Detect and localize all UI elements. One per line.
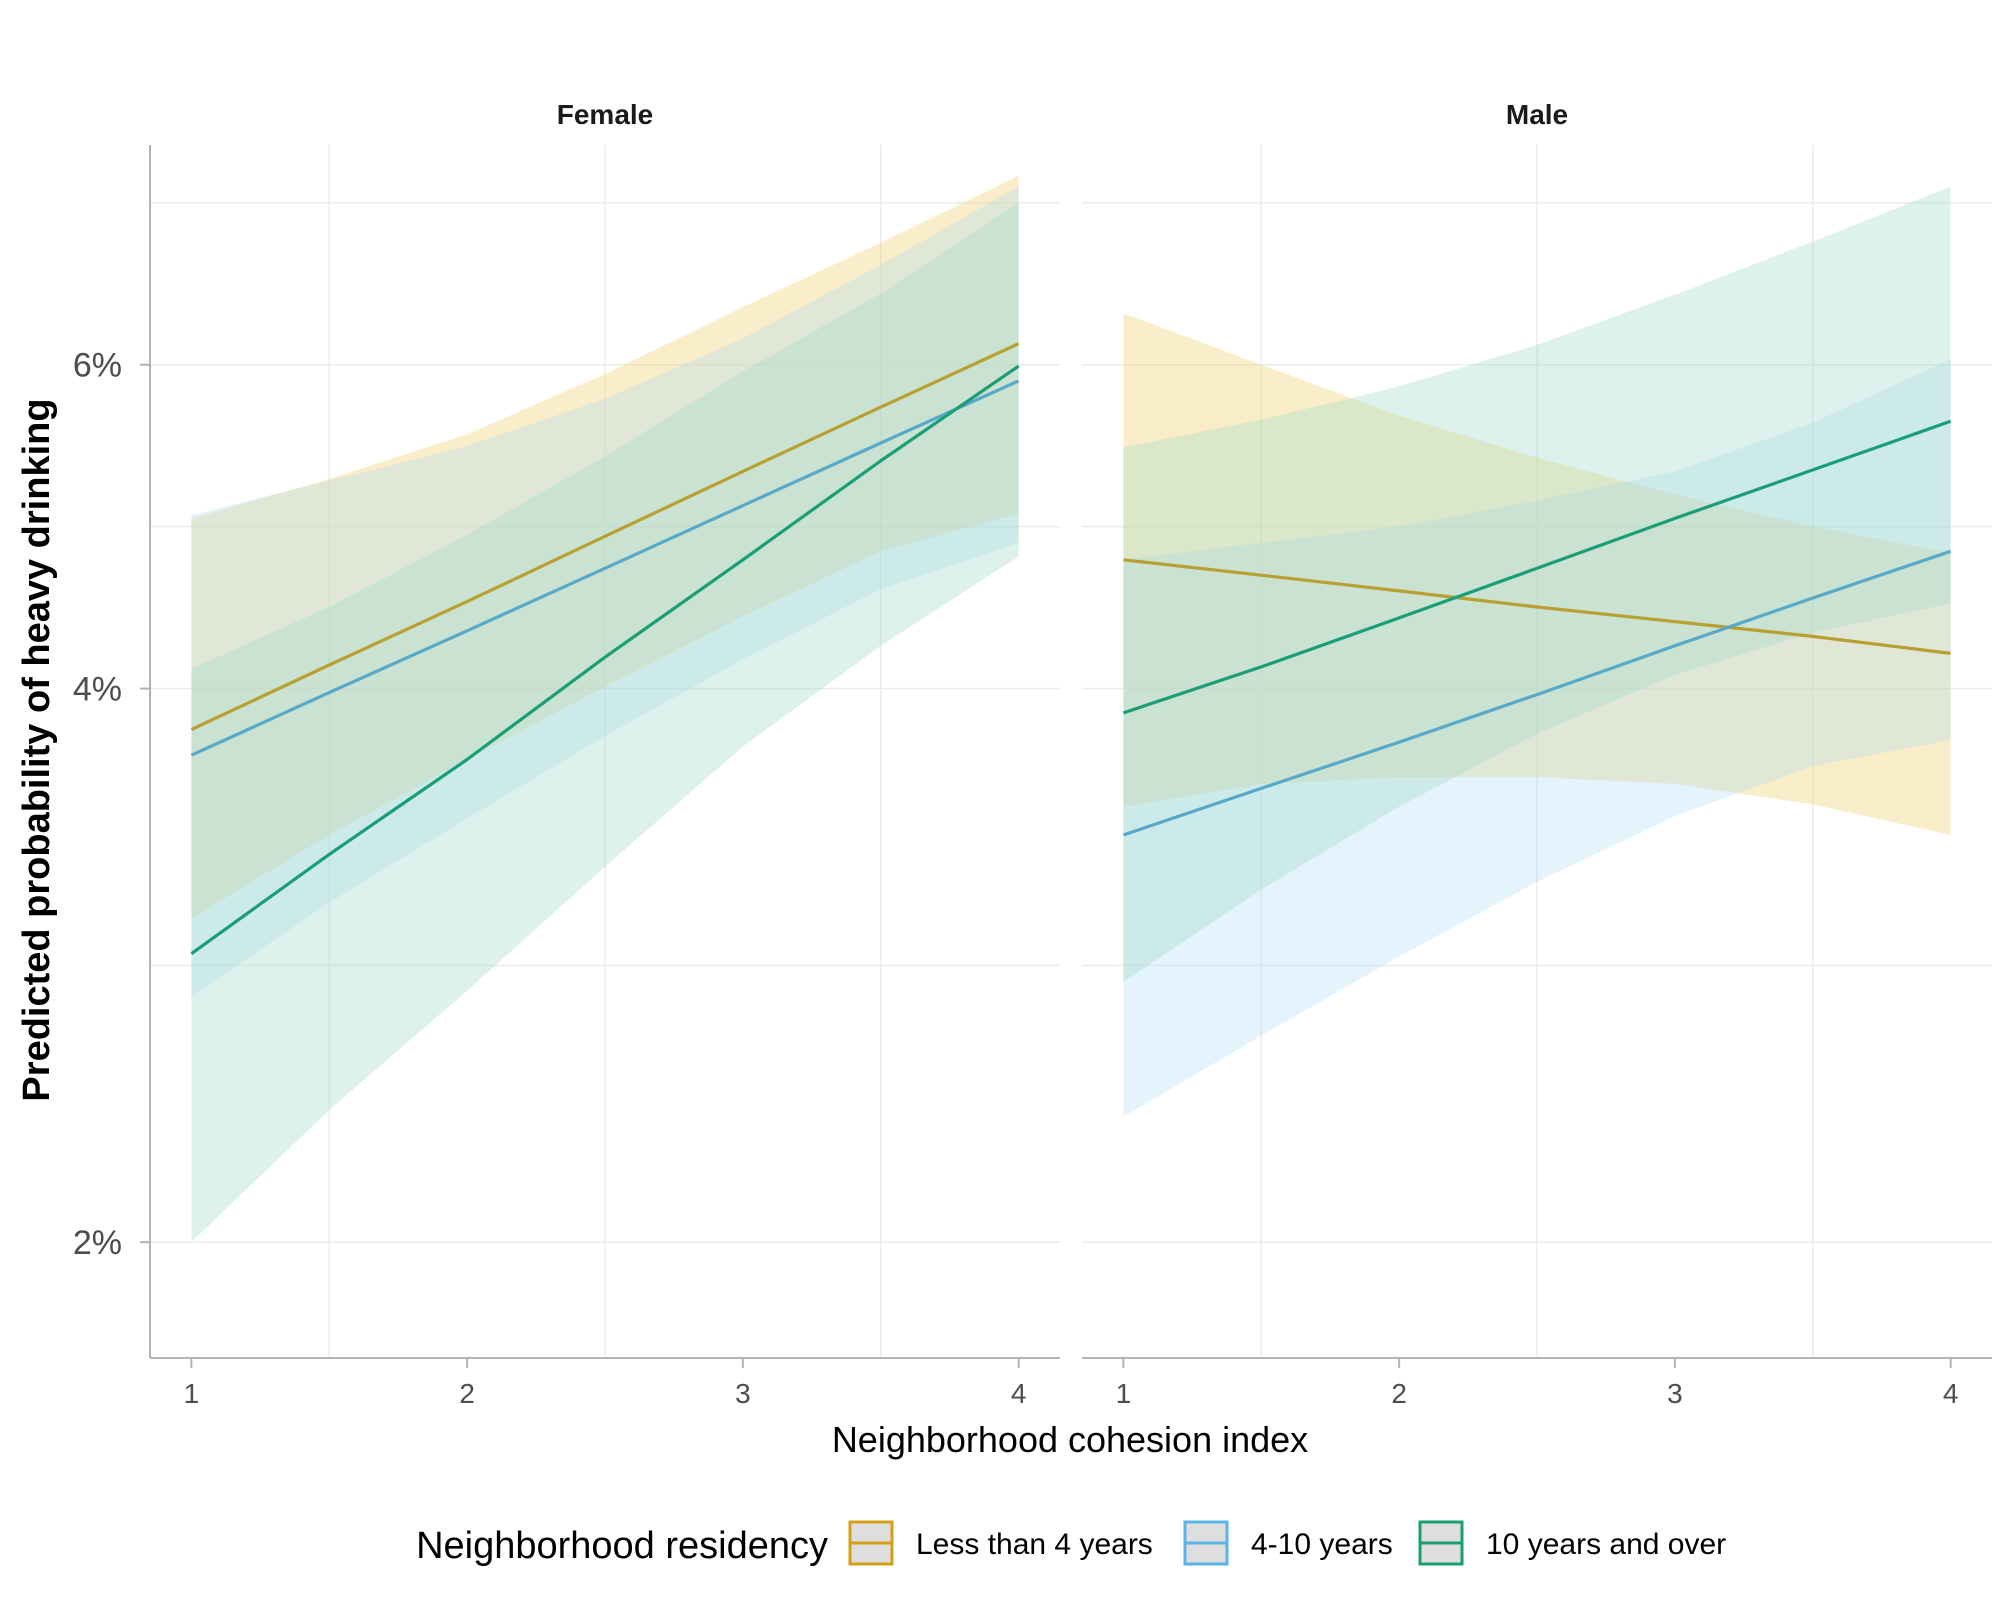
confidence-band-4-10-years — [191, 186, 1019, 997]
x-tick-label: 4 — [1011, 1378, 1027, 1409]
x-axis-title: Neighborhood cohesion index — [832, 1419, 1308, 1460]
legend-title: Neighborhood residency — [416, 1525, 828, 1567]
x-tick-label: 1 — [184, 1378, 200, 1409]
y-tick-label: 4% — [73, 671, 122, 709]
legend-item: 4-10 years — [1183, 1520, 1393, 1566]
facet-title: Male — [1506, 99, 1568, 130]
y-axis-title: Predicted probability of heavy drinking — [16, 398, 58, 1101]
x-tick-label: 3 — [1667, 1378, 1683, 1409]
x-tick-label: 3 — [735, 1378, 751, 1409]
y-tick-label: 2% — [73, 1224, 122, 1262]
confidence-band-4-10-years — [1123, 359, 1951, 1117]
legend-label: 4-10 years — [1251, 1528, 1393, 1561]
series-line-less-than-4-years — [190, 342, 1020, 731]
legend-label: Less than 4 years — [916, 1528, 1153, 1561]
x-tick-label: 2 — [1391, 1378, 1407, 1409]
confidence-band-10-years-and-over — [1123, 186, 1951, 982]
legend: Neighborhood residency Less than 4 years… — [416, 1520, 1726, 1567]
y-tick-label: 6% — [73, 347, 122, 385]
series-line-4-10-years — [1122, 549, 1952, 837]
legend-label: 10 years and over — [1486, 1528, 1726, 1561]
panel-male: 1 2 3 4 Male — [1082, 99, 1992, 1409]
panel-female: 1 2 3 4 Female — [149, 99, 1060, 1409]
series-line-4-10-years — [190, 379, 1020, 757]
x-tick-label: 4 — [1943, 1378, 1959, 1409]
legend-item: 10 years and over — [1418, 1520, 1726, 1566]
confidence-band-less-than-4-years — [191, 175, 1019, 919]
confidence-band-less-than-4-years — [1123, 313, 1951, 835]
legend-item: Less than 4 years — [848, 1520, 1153, 1566]
x-tick-label: 1 — [1116, 1378, 1132, 1409]
x-tick-label: 2 — [459, 1378, 475, 1409]
facet-title: Female — [557, 99, 654, 130]
series-line-10-years-and-over — [1122, 419, 1952, 715]
series-line-less-than-4-years — [1123, 558, 1951, 655]
series-line-10-years-and-over — [190, 364, 1020, 955]
confidence-band-10-years-and-over — [191, 202, 1019, 1243]
